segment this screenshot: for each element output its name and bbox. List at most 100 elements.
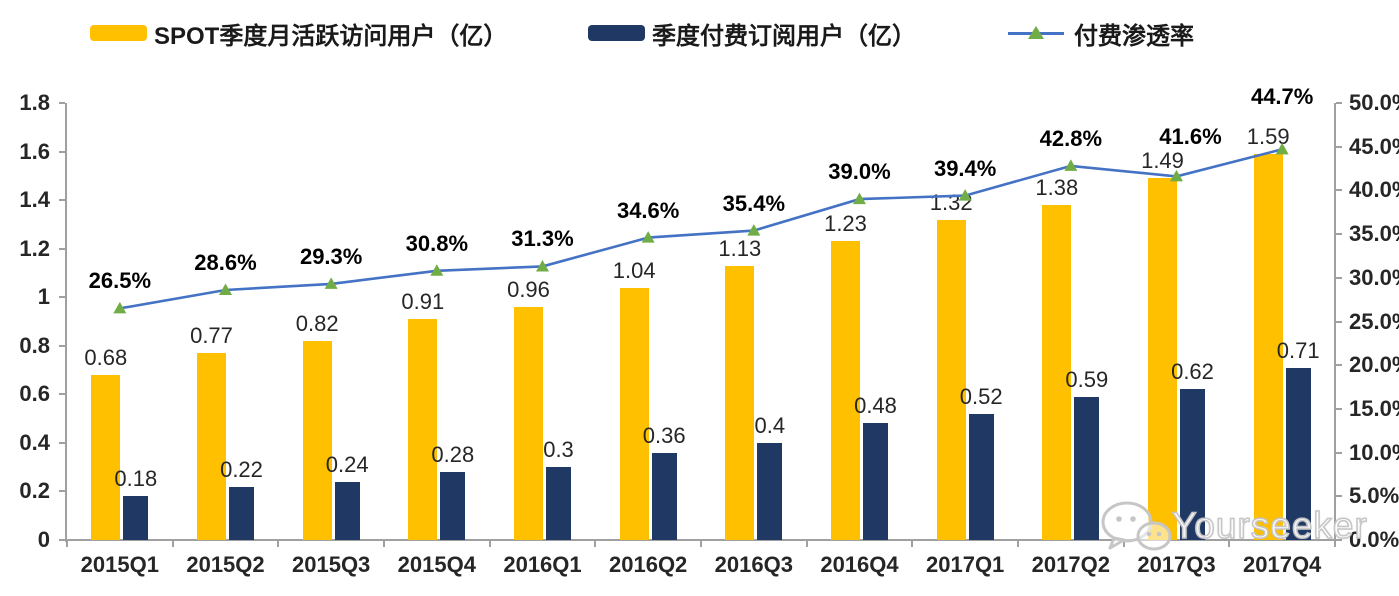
penetration-marker xyxy=(747,224,761,236)
y-tick-label-right: 30.0% xyxy=(1349,264,1399,290)
y-tick-label-right: 35.0% xyxy=(1349,221,1399,247)
subscriber-bar xyxy=(651,452,677,540)
y-tick-label-right: 15.0% xyxy=(1349,395,1399,421)
y-tick-label-left: 0.4 xyxy=(19,429,50,455)
y-tick-label-left: 1.4 xyxy=(19,187,50,213)
x-tick-label: 2016Q1 xyxy=(503,552,582,577)
x-tick-mark xyxy=(911,540,914,547)
y-tick-mark-left xyxy=(59,441,65,444)
y-tick-label-right: 50.0% xyxy=(1349,90,1399,115)
x-tick-label: 2015Q1 xyxy=(80,552,159,577)
penetration-line-layer xyxy=(113,142,1289,314)
subscriber-value-label: 0.18 xyxy=(114,466,158,492)
mau-bar xyxy=(1253,153,1283,540)
subscriber-value-label: 0.62 xyxy=(1171,359,1214,385)
penetration-percent-label: 41.6% xyxy=(1159,124,1222,150)
mau-value-label: 1.23 xyxy=(824,211,867,237)
penetration-percent-label: 26.5% xyxy=(88,268,152,294)
penetration-percent-label: 30.8% xyxy=(405,230,469,256)
subscriber-bar xyxy=(757,442,783,540)
y-tick-label-right: 45.0% xyxy=(1349,133,1399,159)
penetration-percent-label: 44.7% xyxy=(1250,84,1314,110)
mau-value-label: 0.96 xyxy=(507,276,550,302)
y-tick-mark-right xyxy=(1336,495,1342,498)
legend-label-mau: SPOT季度月活跃访问用户（亿） xyxy=(154,22,508,50)
right-y-axis: 50.0% 45.0% 40.0% 35.0% 30.0% 25.0% 20.0% 15.0%… xyxy=(1349,90,1399,552)
legend-label-subscribers: 季度付费订阅用户（亿） xyxy=(652,22,916,50)
penetration-marker xyxy=(324,277,338,289)
x-tick-label: 2016Q3 xyxy=(714,552,793,577)
x-tick-mark xyxy=(805,540,808,547)
y-tick-mark-left xyxy=(59,296,65,299)
subscriber-bar xyxy=(440,472,466,540)
penetration-marker xyxy=(219,283,232,296)
x-tick-mark xyxy=(66,540,68,547)
x-tick-mark xyxy=(594,540,597,547)
subscriber-value-label: 0.22 xyxy=(220,456,263,482)
y-tick-mark-left xyxy=(59,490,65,493)
penetration-marker xyxy=(113,301,127,314)
mau-value-label: 0.77 xyxy=(190,323,233,349)
mau-value-label: 1.04 xyxy=(612,257,656,283)
x-tick-mark xyxy=(1334,540,1336,547)
x-tick-mark xyxy=(277,540,280,547)
subscriber-value-label: 0.24 xyxy=(325,451,369,477)
mau-value-label: 1.13 xyxy=(718,235,762,261)
x-tick-mark xyxy=(1122,540,1125,547)
right-y-axis-line xyxy=(1334,103,1336,541)
y-tick-label-right: 0.0% xyxy=(1349,527,1399,552)
y-tick-mark-right xyxy=(1336,276,1342,279)
mau-value-label: 1.49 xyxy=(1141,148,1184,174)
penetration-percent-label: 28.6% xyxy=(194,250,257,276)
subscriber-value-label: 0.4 xyxy=(754,412,786,438)
y-tick-label-left: 1.8 xyxy=(19,90,50,115)
watermark: Yourseeker xyxy=(1100,498,1368,554)
y-tick-mark-right xyxy=(1336,189,1342,192)
y-tick-mark-right xyxy=(1336,102,1342,104)
x-tick-label: 2016Q2 xyxy=(609,552,688,577)
penetration-percent-label: 34.6% xyxy=(616,197,680,223)
y-tick-label-right: 5.0% xyxy=(1349,483,1399,509)
triangle-marker-icon xyxy=(1028,26,1044,39)
legend-line-marker xyxy=(1008,25,1064,41)
y-tick-mark-right xyxy=(1336,233,1342,236)
y-tick-mark-right xyxy=(1336,364,1342,367)
mau-bar xyxy=(936,219,966,540)
mau-bar xyxy=(831,241,860,540)
y-tick-label-left: 0.8 xyxy=(19,332,50,358)
subscriber-bar xyxy=(229,486,254,540)
mau-bar xyxy=(302,340,332,540)
subscriber-bar xyxy=(334,481,360,540)
x-tick-label: 2015Q2 xyxy=(186,552,265,577)
y-tick-mark-right xyxy=(1336,451,1342,454)
mau-bar xyxy=(408,319,438,540)
mau-bar xyxy=(514,306,543,540)
left-y-axis: 1.8 1.6 1.4 1.2 1 0.8 0.6 0.4 0.2 0 xyxy=(0,90,50,552)
x-tick-label: 2015Q4 xyxy=(397,552,476,577)
legend-item-penetration: 付费渗透率 xyxy=(1008,18,1194,50)
x-tick-label: 2016Q4 xyxy=(820,552,899,577)
penetration-marker xyxy=(641,231,655,243)
penetration-marker xyxy=(853,192,866,205)
penetration-percent-label: 39.4% xyxy=(933,155,997,181)
penetration-percent-label: 42.8% xyxy=(1039,125,1103,151)
subscriber-bar xyxy=(863,423,888,540)
subscriber-value-label: 0.36 xyxy=(642,422,686,448)
y-tick-mark-right xyxy=(1336,539,1342,541)
mau-bar xyxy=(197,353,226,540)
wechat-icon xyxy=(1101,501,1172,551)
x-tick-label: 2015Q3 xyxy=(292,552,371,577)
subscriber-value-label: 0.71 xyxy=(1276,337,1320,363)
subscriber-value-label: 0.3 xyxy=(543,437,574,463)
left-y-axis-line xyxy=(65,103,67,542)
mau-bar xyxy=(91,374,121,540)
subscriber-value-label: 0.59 xyxy=(1065,366,1109,392)
penetration-percent-label: 29.3% xyxy=(299,243,363,269)
legend-item-subscribers: 季度付费订阅用户（亿） xyxy=(588,18,916,50)
penetration-marker xyxy=(430,264,444,276)
penetration-percent-label: 39.0% xyxy=(828,159,891,185)
subscriber-value-label: 0.28 xyxy=(431,442,475,468)
y-tick-label-right: 20.0% xyxy=(1349,352,1399,378)
subscriber-value-label: 0.48 xyxy=(854,393,897,419)
